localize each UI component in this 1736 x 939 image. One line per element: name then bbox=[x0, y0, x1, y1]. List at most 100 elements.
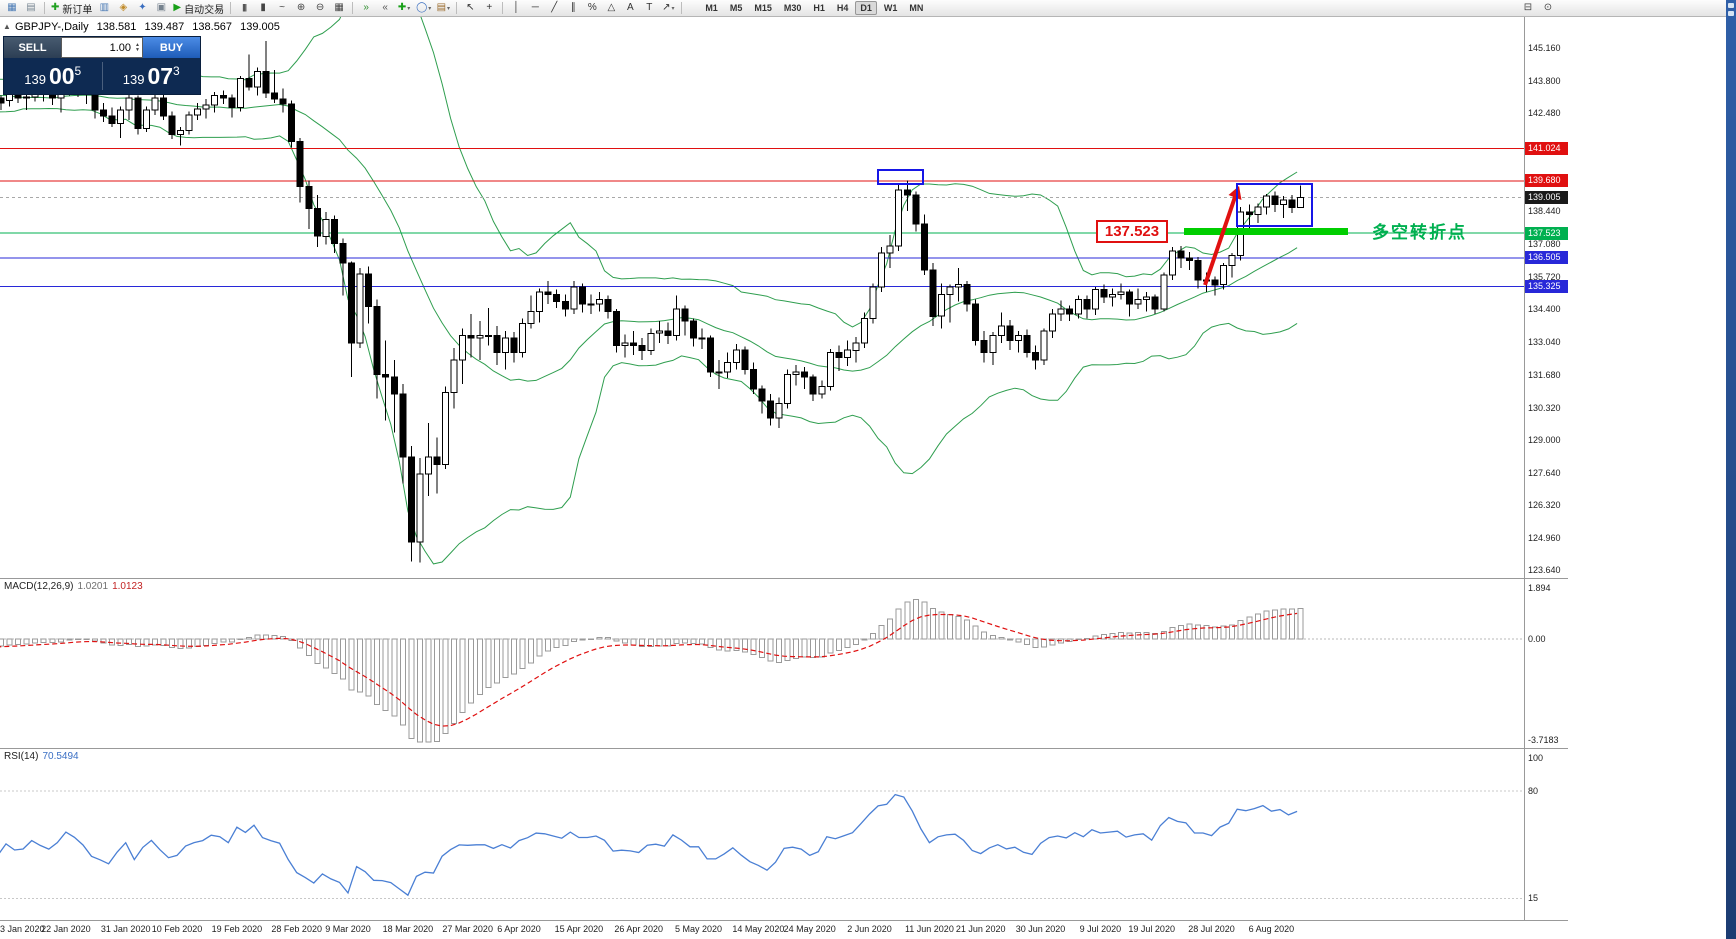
pivot-level-bar[interactable] bbox=[1184, 228, 1348, 235]
price-axis[interactable]: 145.160 143.800 142.480 138.440 137.080 135.7… bbox=[1525, 17, 1568, 921]
macd-histogram-bar bbox=[348, 638, 355, 691]
new-chart-icon[interactable]: ▦ bbox=[3, 1, 21, 16]
zoom-in-icon[interactable]: ⊕ bbox=[292, 1, 310, 16]
bar-chart-mode-icon[interactable]: ||| bbox=[235, 1, 253, 16]
timeframe-m15[interactable]: M15 bbox=[754, 3, 772, 13]
depth-of-market-icon[interactable]: ⊟ bbox=[1519, 1, 1537, 16]
text-icon[interactable]: A bbox=[621, 1, 639, 16]
timeframe-mn[interactable]: MN bbox=[909, 3, 924, 13]
channel-icon[interactable]: ∥ bbox=[564, 1, 582, 16]
macd-histogram-bar bbox=[23, 638, 30, 645]
macd-histogram-bar bbox=[1280, 608, 1287, 640]
timeframe-h4[interactable]: H4 bbox=[836, 3, 849, 13]
chart-canvas[interactable] bbox=[0, 0, 1568, 939]
macd-histogram-bar bbox=[74, 638, 81, 640]
line-chart-mode-icon[interactable]: ~ bbox=[273, 1, 291, 16]
trade-panel-toggle[interactable]: ▲ bbox=[3, 22, 11, 31]
price-axis-label: 145.160 bbox=[1528, 43, 1561, 53]
candle bbox=[972, 303, 980, 342]
macd-histogram-bar bbox=[1220, 625, 1227, 640]
market-watch-icon[interactable]: ▥ bbox=[95, 1, 113, 16]
main-chart-layer bbox=[0, 17, 1524, 565]
macd-histogram-bar bbox=[237, 638, 244, 640]
arrow-tool-icon[interactable]: ↗ ▾ bbox=[659, 1, 677, 16]
vertical-line-icon[interactable]: │ bbox=[507, 1, 525, 16]
edge-strip-icon bbox=[1728, 11, 1734, 16]
candle bbox=[91, 92, 99, 111]
pivot-price-callout[interactable]: 137.523 bbox=[1096, 220, 1168, 243]
rsi-axis-label: 100 bbox=[1528, 753, 1544, 763]
lot-down-icon[interactable]: ▼ bbox=[135, 46, 140, 53]
macd-histogram-bar bbox=[887, 618, 894, 640]
candle bbox=[271, 92, 279, 100]
macd-histogram-bar bbox=[1246, 616, 1253, 640]
timeframe-w1[interactable]: W1 bbox=[883, 3, 898, 13]
data-window-icon: ◈ bbox=[119, 2, 128, 13]
indicators-icon[interactable]: ✚ ▾ bbox=[395, 1, 413, 16]
lot-spinner[interactable]: ▲ ▼ bbox=[135, 41, 140, 53]
time-axis[interactable]: 3 Jan 2020 22 Jan 2020 31 Jan 2020 10 Feb 2… bbox=[0, 921, 1568, 939]
buy-button[interactable]: BUY bbox=[143, 37, 200, 58]
chevron-down-icon: ▾ bbox=[407, 5, 411, 12]
candle bbox=[1228, 255, 1236, 266]
candlestick-mode-icon[interactable]: ▮ bbox=[254, 1, 272, 16]
macd-histogram-bar bbox=[1169, 627, 1176, 640]
market-watch-icon: ▥ bbox=[99, 2, 110, 13]
macd-histogram-bar bbox=[724, 638, 731, 652]
lot-up-icon[interactable]: ▲ bbox=[135, 41, 140, 48]
macd-histogram-bar bbox=[656, 638, 663, 647]
macd-histogram-bar bbox=[1015, 638, 1022, 643]
lot-size-field[interactable]: 1.00 ▲ ▼ bbox=[61, 37, 143, 58]
fibonacci-icon[interactable]: % bbox=[583, 1, 601, 16]
profiles-icon[interactable]: ▤ bbox=[22, 1, 40, 16]
trend-arrow-head[interactable] bbox=[1228, 186, 1242, 200]
candle bbox=[630, 342, 638, 346]
zoom-out-icon[interactable]: ⊖ bbox=[311, 1, 329, 16]
label-icon[interactable]: T bbox=[640, 1, 658, 16]
crosshair-icon[interactable]: + bbox=[480, 1, 498, 16]
auto-scroll-icon[interactable]: » bbox=[357, 1, 375, 16]
macd-histogram-bar bbox=[972, 625, 979, 640]
ask-price[interactable]: 139 073 bbox=[122, 62, 180, 89]
navigator-icon[interactable]: ✦ bbox=[133, 1, 151, 16]
data-window-icon[interactable]: ◈ bbox=[114, 1, 132, 16]
sell-button[interactable]: SELL bbox=[4, 37, 61, 58]
cursor-icon[interactable]: ↖ bbox=[461, 1, 479, 16]
timeframe-m5[interactable]: M5 bbox=[729, 3, 743, 13]
horizontal-line-icon[interactable]: ─ bbox=[526, 1, 544, 16]
toolbar-separator bbox=[44, 2, 45, 14]
trendline-icon[interactable]: ╱ bbox=[545, 1, 563, 16]
pivot-annotation-text[interactable]: 多空转折点 bbox=[1372, 223, 1467, 242]
timeframe-m1[interactable]: M1 bbox=[705, 3, 718, 13]
trend-arrow[interactable] bbox=[1203, 196, 1237, 286]
auto-trading-button[interactable]: ▶ 自动交易 bbox=[171, 1, 226, 16]
shapes-icon[interactable]: △ bbox=[602, 1, 620, 16]
timeframe-h1[interactable]: H1 bbox=[813, 3, 825, 13]
timeframe-d1[interactable]: D1 bbox=[855, 1, 877, 15]
templates-icon: ▤ bbox=[436, 2, 447, 13]
price-axis-badge: 136.505 bbox=[1525, 251, 1568, 265]
bid-price[interactable]: 139 005 bbox=[24, 62, 82, 89]
macd-histogram-bar bbox=[297, 638, 304, 649]
consolidation-box-august[interactable] bbox=[1236, 183, 1313, 227]
toolbar-separator bbox=[352, 2, 354, 14]
time-axis-label: 26 Apr 2020 bbox=[614, 924, 663, 934]
tile-windows-icon[interactable]: ▦ bbox=[330, 1, 348, 16]
price-axis-label: 131.680 bbox=[1528, 369, 1561, 380]
resistance-box-june[interactable] bbox=[877, 169, 924, 185]
periods-icon[interactable]: ◯ ▾ bbox=[414, 1, 433, 16]
price-axis-label: 126.320 bbox=[1528, 499, 1561, 510]
macd-histogram-bar bbox=[1160, 630, 1167, 640]
candle bbox=[587, 303, 595, 306]
templates-icon[interactable]: ▤ ▾ bbox=[434, 1, 452, 16]
popup-prices-icon[interactable]: ⊙ bbox=[1539, 1, 1557, 16]
time-axis-label: 14 May 2020 bbox=[732, 924, 785, 934]
chart-shift-icon[interactable]: « bbox=[376, 1, 394, 16]
terminal-icon[interactable]: ▣ bbox=[152, 1, 170, 16]
macd-histogram-bar bbox=[912, 598, 919, 640]
new-order-button[interactable]: ✚ 新订单 bbox=[49, 1, 94, 16]
timeframe-m30[interactable]: M30 bbox=[783, 3, 802, 13]
macd-histogram-bar bbox=[203, 638, 210, 646]
macd-histogram-bar bbox=[570, 638, 577, 643]
